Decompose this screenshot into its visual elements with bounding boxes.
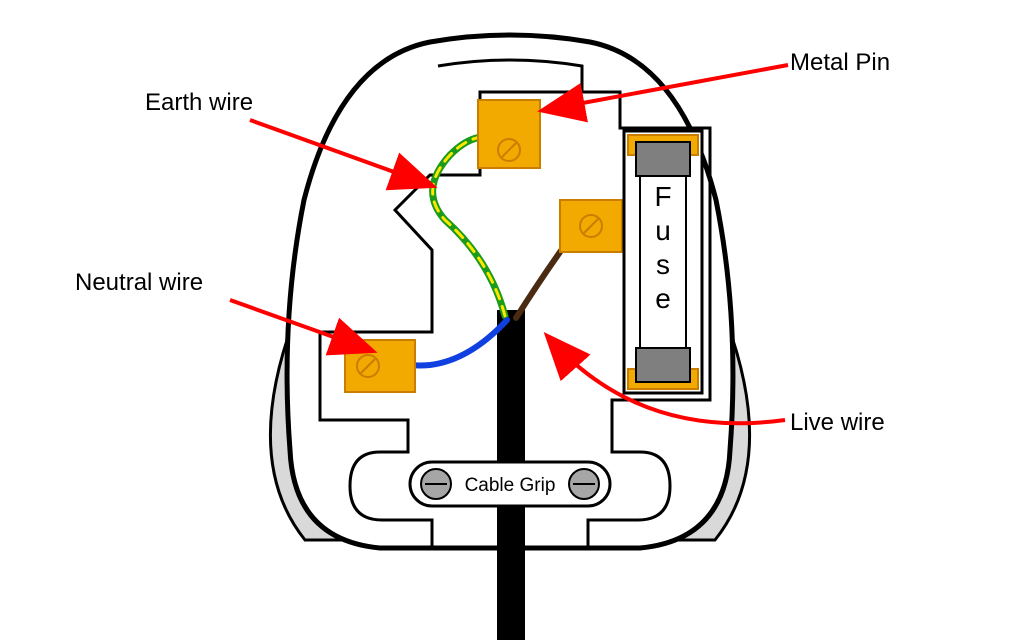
neutral-terminal <box>345 340 415 392</box>
label-neutral: Neutral wire <box>75 269 203 296</box>
earth-terminal <box>478 100 540 168</box>
live-terminal <box>560 200 622 252</box>
fuse-letter-1: F <box>654 181 671 212</box>
label-metal-pin: Metal Pin <box>790 49 890 76</box>
fuse-assembly: F u s e <box>624 131 702 393</box>
label-earth: Earth wire <box>145 89 253 116</box>
cable-grip-label: Cable Grip <box>465 475 556 496</box>
cable-grip: Cable Grip <box>410 462 610 506</box>
fuse-letter-2: u <box>655 215 671 246</box>
uk-plug-diagram: F u s e Cable Grip Earth wire Neutral wi… <box>0 0 1024 640</box>
fuse-letter-3: s <box>656 249 670 280</box>
label-live: Live wire <box>790 409 885 436</box>
fuse-letter-4: e <box>655 283 671 314</box>
